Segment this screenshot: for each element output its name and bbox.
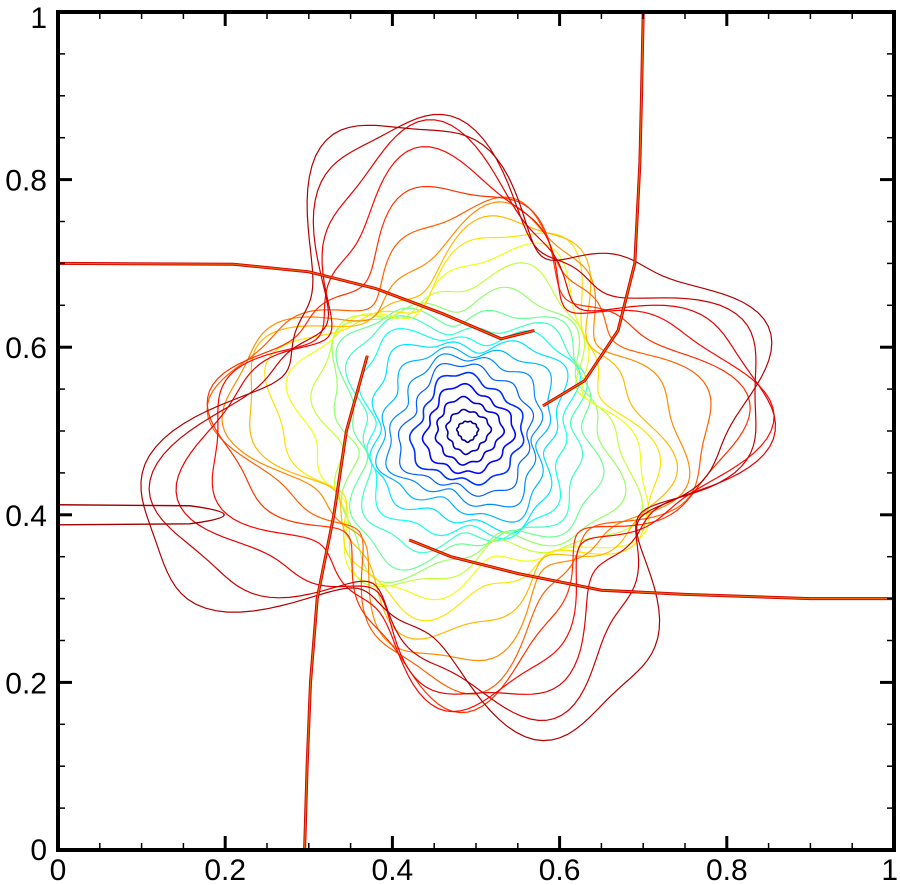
x-tick-label: 0.2 [204,854,246,885]
contour-lines [140,113,777,742]
contour-line [249,215,679,640]
x-tick-label: 0.6 [539,854,581,885]
contour-line [455,420,480,444]
shock-line-highlight [304,355,368,850]
contour-line [408,371,525,486]
contour-line [264,232,662,622]
contour-line [206,185,751,714]
contour-line [385,353,544,508]
y-tick-label: 0.2 [5,667,47,700]
x-tick-label: 0 [50,854,67,885]
contour-line [434,395,505,466]
contour-line [331,286,627,584]
jet-contour [58,504,225,526]
plot-frame [56,10,896,852]
contour-line [206,196,712,695]
contour-line [148,113,757,722]
shock-line-highlight [408,539,894,600]
contour-line [211,146,775,713]
contour-line [310,262,644,588]
y-tick-label: 1 [30,2,47,35]
shock-line-highlight [58,262,535,340]
x-tick-label: 1 [881,854,898,885]
y-tick-label: 0 [30,834,47,867]
contour-line [421,382,517,475]
y-tick-label: 0.6 [5,332,47,365]
axis-ticks [56,10,896,852]
contour-line [369,340,569,534]
shock-line [58,261,535,341]
x-tick-label: 0.4 [372,854,414,885]
shock-line [542,12,645,408]
shock-line-highlight [542,12,644,407]
y-tick-labels: 0 0.2 0.4 0.6 0.8 1 [5,2,47,867]
shock-lines [58,12,894,850]
contour-line [397,362,535,497]
contour-line [344,315,588,554]
y-tick-label: 0.8 [5,165,47,198]
y-tick-label: 0.4 [5,500,47,533]
x-tick-labels: 0 0.2 0.4 0.6 0.8 1 [50,854,898,885]
contour-line [375,346,553,523]
contour-line [140,124,773,742]
contour-line [221,201,691,662]
x-tick-label: 0.8 [706,854,748,885]
contour-line [358,327,582,540]
contour-line [335,307,605,571]
contour-line [445,408,493,456]
contour-line [175,119,777,695]
